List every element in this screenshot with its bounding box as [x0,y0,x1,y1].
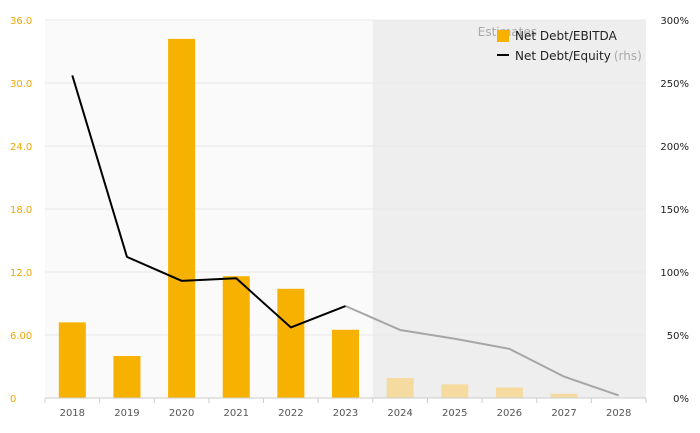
bar-net-debt-ebitda-2023 [332,329,359,398]
lines [71,75,620,397]
bar-net-debt-ebitda-2018 [58,322,86,398]
y-right-tick-label: 0% [673,394,689,405]
bar-net-debt-ebitda-2021 [222,276,250,398]
legend-label-net-debt-equity: Net Debt/Equity (rhs) [515,49,642,63]
bar-net-debt-ebitda-2020 [168,38,196,399]
y-axis-right: 0% 50% 100% 150% 200% 250% 300% [660,16,689,405]
y-left-tick-label: 36.0 [10,16,32,27]
x-axis: 2018 2019 2020 2021 2022 2023 2024 2025 2026 2027… [44,397,647,419]
x-tick-label: 2027 [551,408,576,419]
legend: Net Debt/EBITDA Net Debt/Equity (rhs) [497,29,642,63]
y-left-tick-label: 30.0 [10,79,32,90]
x-tick-label: 2025 [442,408,467,419]
y-left-tick-label: 0 [10,394,16,405]
y-left-tick-label: 6.00 [10,331,32,342]
x-tick-label: 2023 [333,408,358,419]
x-tick-label: 2018 [60,408,85,419]
y-right-tick-label: 300% [660,16,689,27]
bar-net-debt-ebitda-2025 [441,384,469,398]
line-net-debt-equity-estimates [345,305,620,397]
y-left-tick-label: 24.0 [10,142,32,153]
x-tick-label: 2021 [224,408,249,419]
y-right-tick-label: 150% [660,205,689,216]
x-tick-label: 2026 [497,408,522,419]
bar-net-debt-ebitda-2026 [495,387,523,398]
bar-net-debt-ebitda-2022 [277,288,305,398]
y-left-tick-label: 12.0 [10,268,32,279]
y-left-tick-label: 18.0 [10,205,32,216]
x-tick-label: 2019 [114,408,139,419]
bar-net-debt-ebitda-2024 [386,378,414,398]
y-right-tick-label: 200% [660,142,689,153]
bars [58,38,578,399]
bar-net-debt-ebitda-2027 [550,393,578,398]
legend-swatch-bar [497,30,509,42]
legend-label-net-debt-ebitda: Net Debt/EBITDA [515,29,618,43]
x-tick-label: 2020 [169,408,194,419]
legend-label-net-debt-equity-text: Net Debt/Equity [515,49,611,63]
x-tick-label: 2024 [387,408,412,419]
y-right-tick-label: 50% [667,331,689,342]
y-right-tick-label: 100% [660,268,689,279]
y-axis-left: 0 6.00 12.0 18.0 24.0 30.0 36.0 [10,16,32,405]
y-right-tick-label: 250% [660,79,689,90]
legend-label-rhs-suffix: (rhs) [614,49,642,63]
line-net-debt-equity-actual [71,75,346,329]
bar-net-debt-ebitda-2019 [113,356,141,398]
x-tick-label: 2022 [278,408,303,419]
x-tick-label: 2028 [606,408,631,419]
